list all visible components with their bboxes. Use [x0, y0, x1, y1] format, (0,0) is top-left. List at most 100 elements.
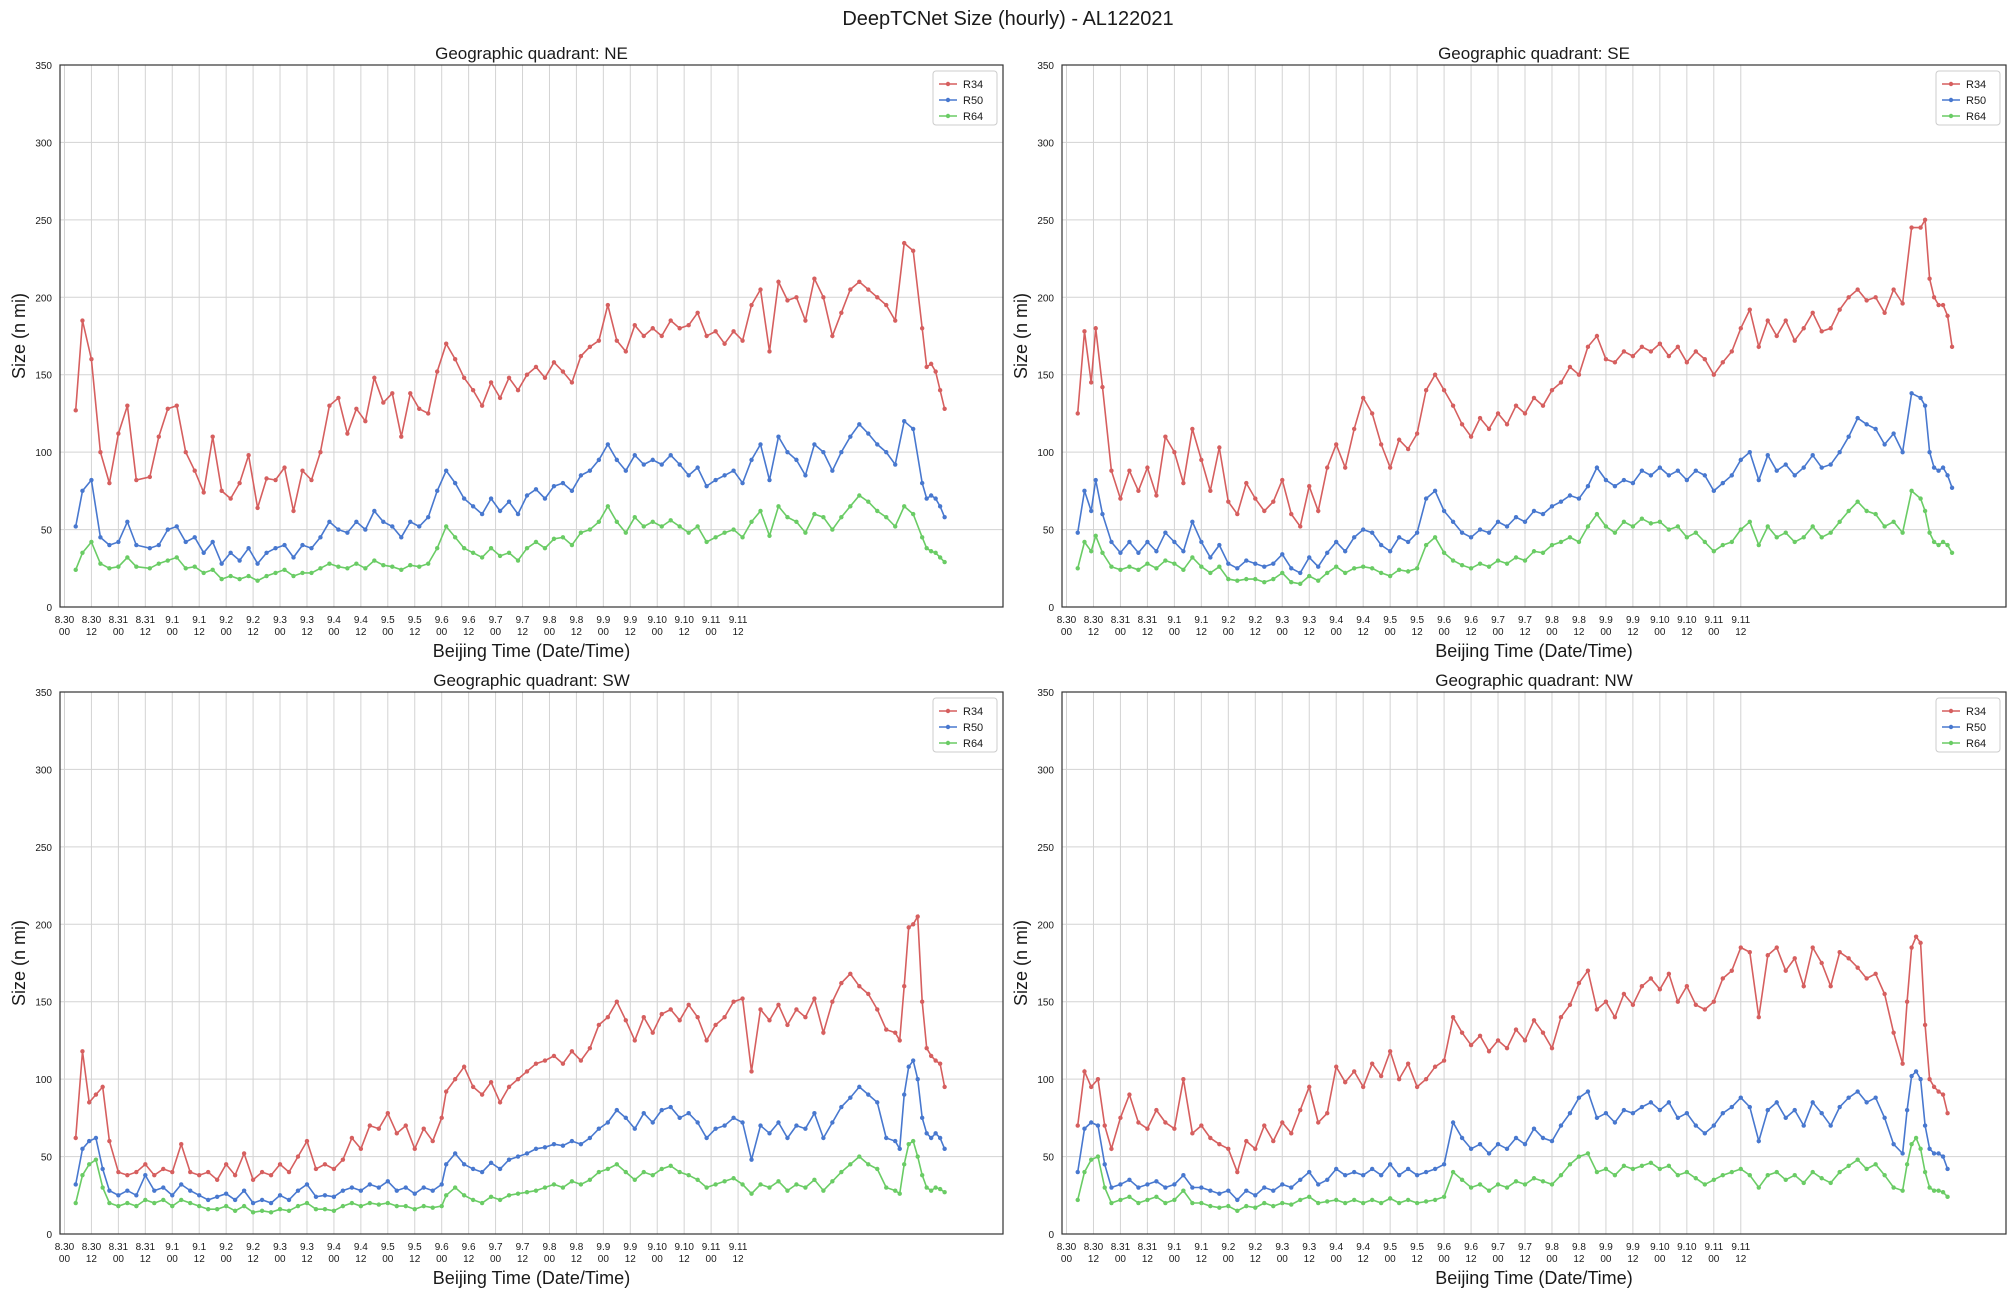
- data-point-r64: [197, 1203, 202, 1209]
- legend-label-r50: R50: [1966, 722, 1986, 734]
- data-point-r34: [614, 999, 620, 1004]
- x-tick-label-hour: 00: [490, 627, 502, 638]
- data-point-r64: [1414, 1200, 1420, 1206]
- data-point-r34: [1307, 484, 1312, 489]
- data-point-r34: [677, 326, 682, 331]
- data-point-r64: [722, 530, 727, 535]
- data-point-r34: [313, 1166, 319, 1172]
- data-point-r50: [506, 1157, 512, 1162]
- data-point-r34: [147, 474, 153, 480]
- data-point-r64: [731, 1176, 736, 1181]
- data-point-r64: [1244, 576, 1249, 582]
- data-point-r34: [906, 925, 911, 930]
- data-point-r50: [264, 550, 269, 555]
- data-point-r50: [942, 1146, 947, 1152]
- data-point-r64: [1828, 1180, 1833, 1186]
- data-point-r50: [1648, 473, 1654, 478]
- data-point-r64: [1217, 564, 1222, 569]
- data-point-r50: [89, 477, 94, 483]
- data-point-r34: [1774, 945, 1779, 950]
- data-point-r64: [1603, 524, 1609, 529]
- data-point-r50: [107, 542, 112, 548]
- data-point-r50: [201, 550, 206, 555]
- y-tick-label: 250: [35, 216, 52, 227]
- data-point-r34: [933, 1058, 938, 1063]
- data-point-r34: [86, 1100, 92, 1105]
- y-tick-label: 350: [1037, 688, 1054, 699]
- x-tick-label-date: 9.2: [1221, 1242, 1235, 1253]
- data-point-r50: [812, 442, 817, 447]
- x-tick-label-hour: 12: [1466, 1254, 1478, 1265]
- data-point-r34: [1172, 1126, 1177, 1131]
- data-point-r50: [488, 1160, 494, 1165]
- data-point-r64: [1343, 570, 1348, 576]
- data-point-r64: [1639, 516, 1645, 521]
- data-point-r34: [1522, 411, 1528, 416]
- x-tick-label-date: 9.7: [1518, 1242, 1532, 1253]
- data-point-r50: [915, 1076, 920, 1082]
- data-point-r34: [1792, 956, 1797, 961]
- x-tick-label-date: 9.7: [516, 615, 530, 626]
- data-point-r34: [839, 980, 844, 986]
- data-point-r64: [1882, 524, 1887, 529]
- data-point-r50: [1927, 1146, 1932, 1152]
- y-tick-label: 100: [35, 448, 52, 459]
- data-point-r50: [1432, 488, 1438, 494]
- data-point-r64: [1675, 524, 1681, 529]
- data-point-r34: [1414, 431, 1420, 436]
- data-point-r64: [241, 1203, 247, 1209]
- x-tick-label-hour: 00: [1654, 1254, 1666, 1265]
- data-point-r64: [884, 1185, 889, 1190]
- data-point-r50: [174, 524, 179, 529]
- x-tick-label-date: 9.10: [647, 615, 667, 626]
- data-point-r50: [1095, 1123, 1101, 1128]
- x-tick-label-hour: 12: [140, 627, 152, 638]
- data-point-r64: [1855, 1157, 1860, 1162]
- x-tick-label-hour: 00: [59, 627, 71, 638]
- data-point-r50: [1154, 549, 1159, 554]
- data-point-r50: [1075, 1169, 1080, 1175]
- data-point-r64: [1630, 1166, 1636, 1172]
- data-point-r50: [1163, 1185, 1168, 1190]
- data-point-r50: [1387, 1162, 1393, 1167]
- data-point-r34: [942, 406, 947, 411]
- y-axis-label: Size (n mi): [1011, 293, 1031, 379]
- data-point-r64: [713, 535, 718, 540]
- data-point-r64: [80, 550, 85, 555]
- data-point-r34: [1513, 1027, 1519, 1032]
- x-tick-label-hour: 00: [1115, 1254, 1127, 1265]
- data-point-r34: [479, 403, 485, 408]
- data-point-r50: [394, 1188, 399, 1193]
- data-point-r34: [237, 480, 242, 486]
- data-point-r64: [1432, 1197, 1438, 1203]
- data-point-r34: [1262, 508, 1267, 514]
- x-axis-label: Beijing Time (Date/Time): [1435, 641, 1632, 661]
- y-tick-label: 250: [35, 843, 52, 854]
- x-tick-label-hour: 00: [1223, 627, 1235, 638]
- data-point-r50: [1109, 539, 1114, 545]
- x-tick-label-date: 9.5: [1410, 615, 1424, 626]
- data-point-r64: [1190, 1200, 1195, 1206]
- chart-panel-1: 8.30008.30128.31008.31129.1009.1129.2009…: [9, 44, 1004, 661]
- data-point-r34: [776, 279, 781, 284]
- data-point-r64: [1298, 581, 1303, 586]
- data-point-r64: [73, 1200, 78, 1206]
- x-tick-label-date: 9.3: [273, 1242, 287, 1253]
- data-point-r50: [533, 1146, 539, 1152]
- data-point-r50: [749, 1157, 754, 1162]
- data-point-r34: [246, 453, 251, 458]
- data-point-r50: [1378, 1172, 1384, 1178]
- data-point-r34: [722, 1015, 727, 1020]
- data-point-r64: [461, 545, 467, 551]
- data-point-r34: [1351, 426, 1357, 432]
- data-point-r64: [1940, 539, 1946, 545]
- data-point-r50: [1235, 566, 1240, 571]
- data-point-r50: [1334, 539, 1339, 545]
- data-point-r34: [1657, 341, 1663, 346]
- x-tick-label-hour: 12: [248, 1254, 260, 1265]
- data-point-r34: [659, 1011, 664, 1017]
- x-tick-label-date: 9.6: [435, 615, 449, 626]
- data-point-r64: [1729, 1169, 1734, 1175]
- x-tick-label-hour: 00: [1385, 627, 1397, 638]
- data-point-r34: [937, 1061, 943, 1066]
